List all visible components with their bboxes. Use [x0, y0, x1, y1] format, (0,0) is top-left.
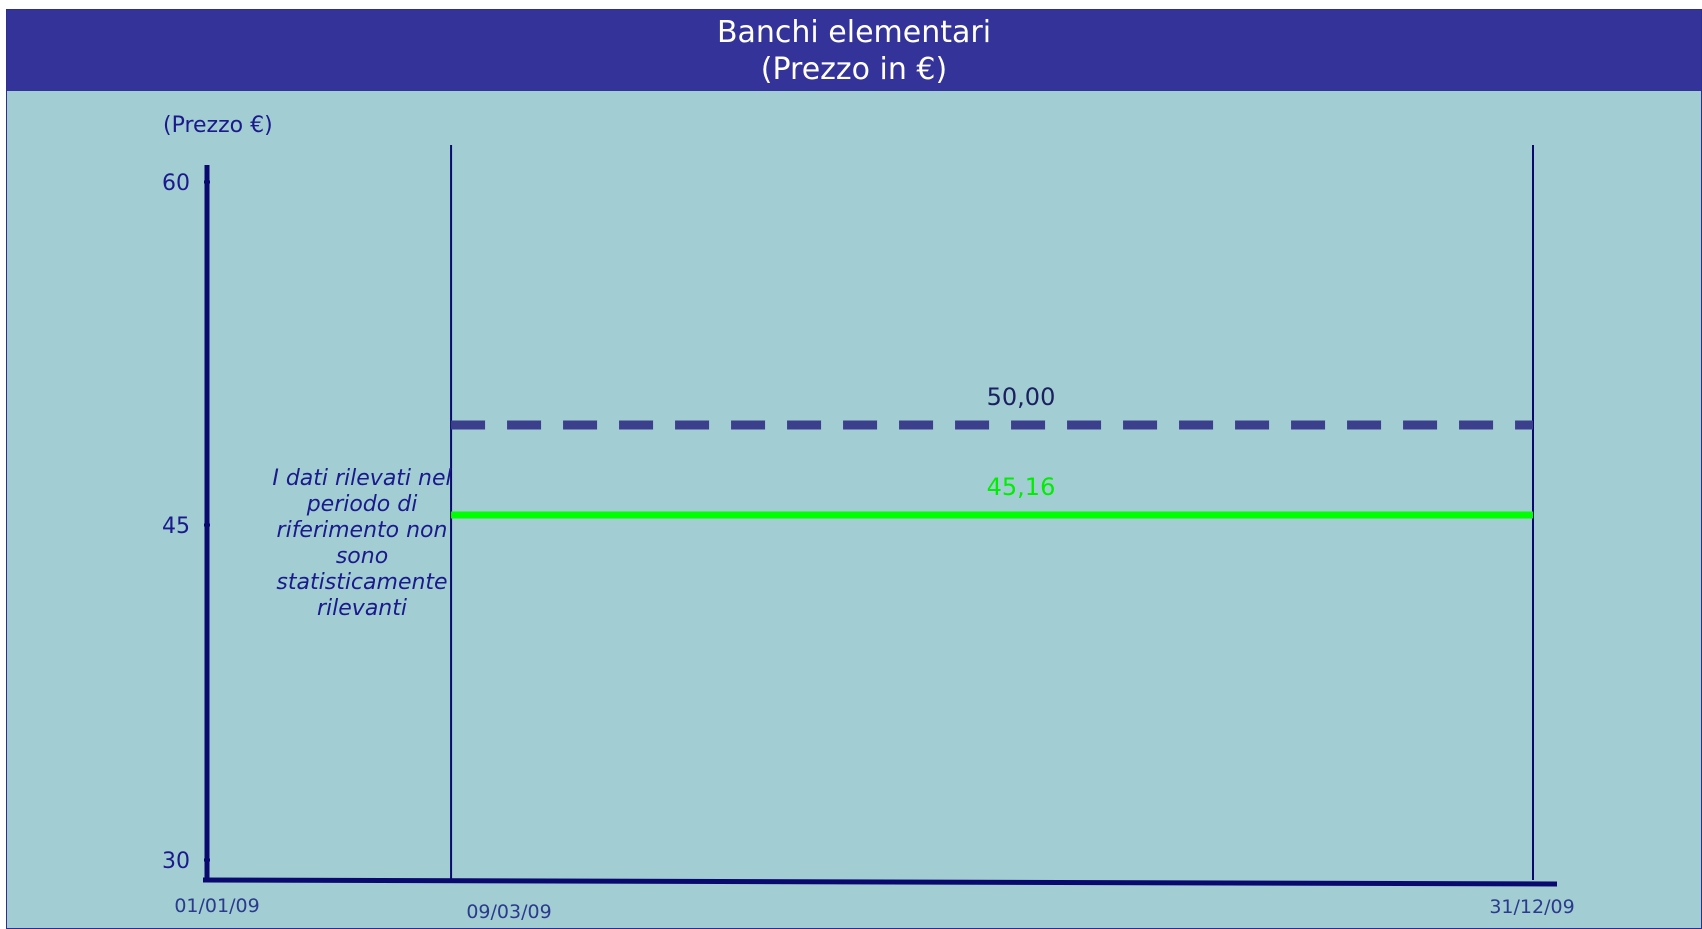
data-note: I dati rilevati nel periodo di riferimen…: [272, 466, 452, 621]
y-axis-label: (Prezzo €): [163, 113, 273, 138]
chart-title: Banchi elementari: [716, 15, 992, 50]
chart-canvas: 60 45 30 (Prezzo €) 01/01/09 09/03/09 31/12/09…: [162, 113, 1575, 923]
x-tick-label: 09/03/09: [466, 901, 551, 923]
y-tick-label: 30: [162, 849, 190, 874]
x-axis-line: [202, 877, 1558, 887]
series-value-label: 45,16: [987, 473, 1056, 501]
chart-title-bar: Banchi elementari (Prezzo in €): [7, 10, 1701, 91]
x-tick-label: 31/12/09: [1489, 896, 1574, 918]
x-tick-label: 01/01/09: [174, 895, 259, 917]
y-tick-label: 45: [162, 514, 190, 539]
chart-subtitle: (Prezzo in €): [760, 52, 948, 87]
y-tick-label: 60: [162, 171, 190, 196]
chart-panel: Banchi elementari (Prezzo in €) 60 45 30 (P…: [6, 9, 1702, 929]
series-value-label: 50,00: [987, 383, 1056, 411]
